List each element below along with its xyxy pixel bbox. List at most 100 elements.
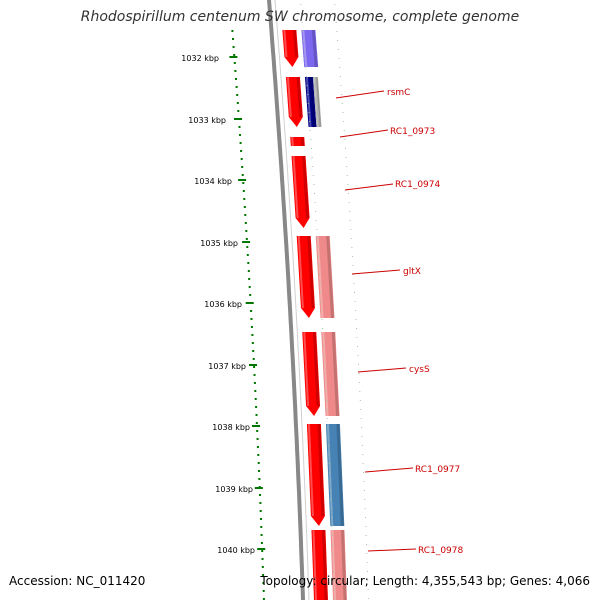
gene-shade: [309, 76, 317, 128]
gene-shade: [302, 155, 310, 219]
ring-dot: [365, 526, 367, 527]
ring-dot: [362, 463, 364, 464]
gene-label: RC1_0974: [395, 180, 440, 190]
ring-dot: [317, 256, 319, 257]
ring-dot: [315, 220, 317, 221]
gc-dot: [242, 182, 245, 184]
ring-dot: [327, 436, 329, 437]
ring-dot: [335, 22, 337, 23]
gc-dot: [262, 598, 265, 600]
ring-dot: [337, 49, 339, 50]
gc-dot: [262, 590, 265, 592]
accession-label: Accession: NC_011420: [9, 574, 146, 588]
ring-dot: [354, 301, 356, 302]
ring-dot: [302, 31, 304, 32]
gc-dot: [259, 510, 262, 512]
gene-shade: [336, 423, 344, 527]
ring-dot: [343, 121, 345, 122]
ring-dot: [328, 463, 330, 464]
gc-dot: [255, 406, 258, 408]
ring-dot: [349, 220, 351, 221]
gc-dot: [260, 518, 262, 520]
gc-dot: [240, 158, 243, 160]
gc-dot: [247, 262, 250, 264]
ring-dot: [348, 202, 350, 203]
kbp-tick: [229, 56, 238, 58]
ring-dot: [362, 454, 364, 455]
gc-dot: [258, 478, 261, 480]
ring-dot: [324, 382, 326, 383]
gc-dot: [243, 206, 246, 208]
ring-dot: [363, 490, 365, 491]
ring-dot: [333, 598, 335, 599]
ring-dot: [341, 94, 343, 95]
ring-dot: [328, 454, 330, 455]
gene-label: rsmC: [387, 88, 410, 98]
kbp-tick: [254, 487, 263, 489]
ring-dot: [366, 553, 368, 554]
ring-dot: [307, 103, 309, 104]
gc-dot: [235, 86, 238, 88]
gc-dot: [262, 574, 265, 576]
gene-track: [282, 29, 347, 600]
gc-dot: [241, 174, 244, 176]
gene-highlight: [303, 331, 310, 407]
leader-line: [367, 548, 417, 552]
kbp-label: 1039 kbp: [215, 485, 253, 494]
ring-dot: [343, 130, 345, 131]
ring-dot: [342, 112, 344, 113]
ring-dot: [349, 211, 351, 212]
kbp-label: 1035 kbp: [200, 239, 238, 248]
gene-highlight: [312, 529, 317, 600]
ring-dot: [316, 229, 318, 230]
gene-arrow: [296, 236, 315, 318]
ring-dot: [356, 337, 358, 338]
leader-line: [357, 367, 407, 373]
gene-shade: [296, 76, 303, 118]
ring-dot: [303, 49, 305, 50]
gc-dot: [246, 246, 249, 248]
ring-dot: [332, 544, 333, 545]
kbp-label: 1036 kbp: [204, 300, 242, 309]
ring-dot: [322, 337, 324, 338]
ring-dot: [361, 436, 363, 437]
ring-dot: [323, 355, 325, 356]
ring-dot: [326, 409, 328, 410]
gc-dot: [260, 526, 263, 528]
gene-shade: [331, 331, 340, 417]
gc-dot: [244, 222, 247, 224]
ring-dot: [359, 391, 361, 392]
ring-dot: [303, 40, 305, 41]
ring-dot: [351, 256, 353, 257]
gc-dot: [256, 438, 259, 440]
ring-dot: [315, 211, 317, 212]
ring-dot: [309, 121, 311, 122]
ring-dot: [363, 481, 365, 482]
leader-line: [339, 129, 389, 138]
ring-dot: [320, 292, 321, 293]
ring-dot: [337, 40, 339, 41]
ring-dot: [350, 229, 352, 230]
ring-dot: [367, 589, 369, 590]
gc-dot: [251, 342, 254, 344]
ring-dot: [314, 193, 315, 194]
gc-dot: [248, 278, 251, 280]
gene-highlight: [307, 423, 314, 517]
gene-arrow: [321, 332, 340, 416]
ring-dot: [331, 526, 333, 527]
ring-dot: [367, 580, 369, 581]
leader-line: [351, 269, 401, 275]
ring-dot: [313, 184, 315, 185]
ring-dot: [345, 157, 347, 158]
gene-shade: [340, 529, 347, 600]
ring-dot: [305, 76, 307, 77]
gene-highlight: [331, 529, 336, 600]
gc-dot: [252, 358, 255, 360]
ring-dot: [360, 409, 362, 410]
gc-dot: [247, 270, 250, 272]
ring-dot: [332, 553, 334, 554]
gc-dot: [256, 446, 259, 448]
ring-dot: [356, 328, 358, 329]
ring-dot: [364, 508, 366, 509]
ring-dot: [360, 418, 362, 419]
